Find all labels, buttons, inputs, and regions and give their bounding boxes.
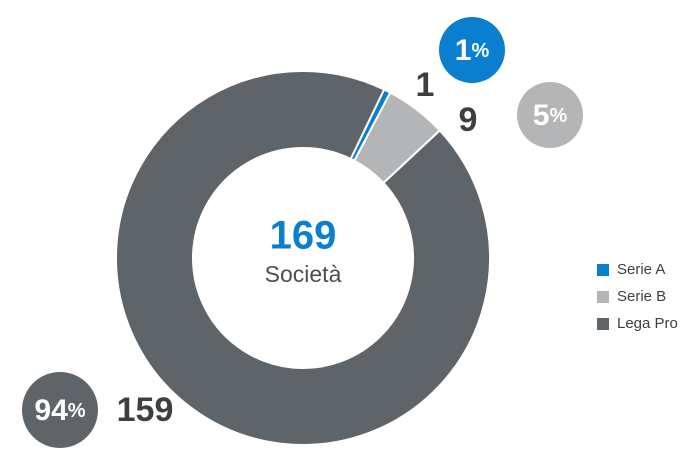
percent-value: 5 — [533, 99, 550, 132]
percent-bubble — [439, 17, 505, 83]
count-label: 159 — [117, 391, 174, 429]
count-label: 1 — [416, 66, 435, 104]
total: 169 — [270, 214, 337, 258]
percent-bubble — [517, 82, 583, 148]
percent-unit: % — [68, 400, 86, 422]
donut-segment — [115, 70, 491, 446]
percent-bubble — [22, 372, 98, 448]
legend-label: Serie B — [617, 288, 666, 305]
percent-value: 1 — [455, 34, 472, 67]
percent-value: 94 — [34, 394, 68, 427]
legend-swatch — [597, 264, 609, 276]
legend-label: Serie A — [617, 261, 665, 278]
percent-unit: % — [471, 40, 489, 62]
total-label: Società — [265, 261, 342, 287]
legend-swatch — [597, 291, 609, 303]
percent-label: 94% — [34, 394, 85, 427]
percent-unit: % — [549, 105, 567, 127]
legend-swatch — [597, 318, 609, 330]
count-label: 9 — [459, 101, 478, 139]
percent-label: 5% — [533, 99, 568, 132]
legend-label: Lega Pro — [617, 315, 678, 332]
percent-label: 1% — [455, 34, 490, 67]
